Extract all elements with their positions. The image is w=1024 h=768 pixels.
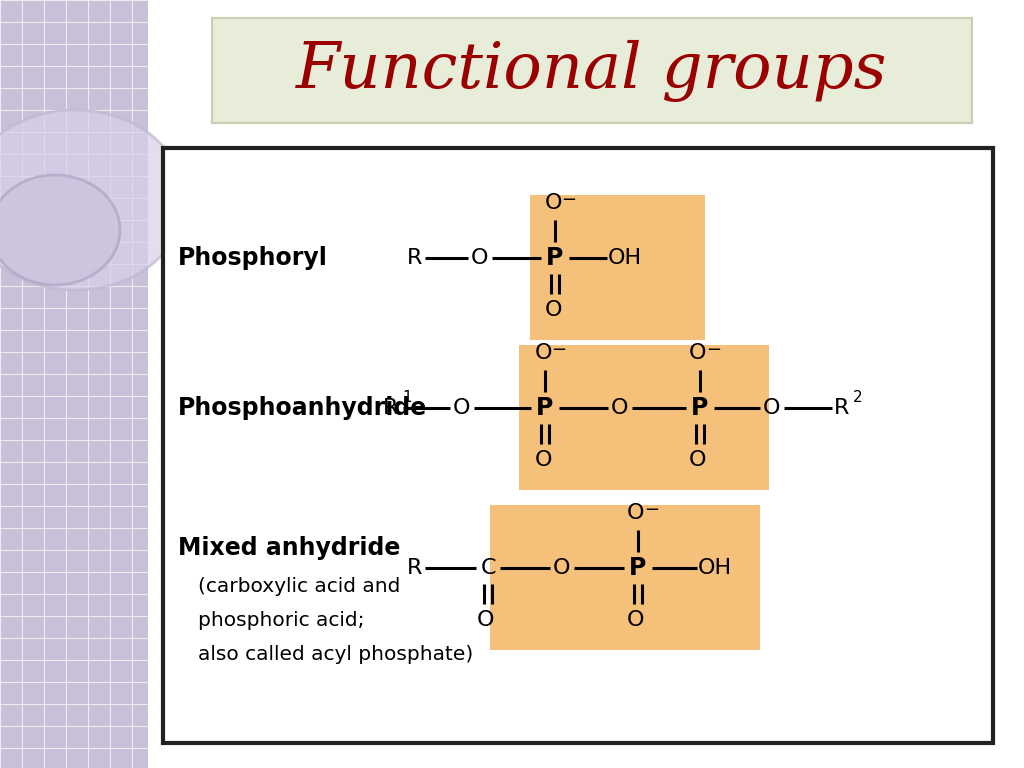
Text: R: R [383,398,398,418]
Text: Phosphoryl: Phosphoryl [178,246,328,270]
Text: Mixed anhydride: Mixed anhydride [178,536,400,560]
Text: Functional groups: Functional groups [296,39,888,101]
Text: O: O [544,193,562,213]
Text: O: O [544,300,562,320]
Text: −: − [552,341,566,359]
Text: −: − [644,501,659,519]
Bar [490,505,760,650]
Text: P: P [630,556,647,580]
Text: 2: 2 [853,390,863,406]
Text: O: O [611,398,629,418]
Text: 1: 1 [402,390,412,406]
Text: C: C [480,558,496,578]
Text: Phosphoanhydride: Phosphoanhydride [178,396,427,420]
Bar [519,345,769,490]
Text: O: O [763,398,780,418]
Text: O: O [553,558,570,578]
Bar [148,0,1024,768]
Text: O: O [471,248,488,268]
Text: P: P [547,246,563,270]
Text: O: O [454,398,471,418]
Text: O: O [689,343,707,363]
Text: O: O [477,610,495,630]
Text: also called acyl phosphate): also called acyl phosphate) [198,644,473,664]
Text: phosphoric acid;: phosphoric acid; [198,611,365,630]
Text: −: − [561,191,577,209]
Text: P: P [537,396,554,420]
Bar [163,148,993,743]
Text: O: O [689,450,707,470]
Text: OH: OH [608,248,642,268]
Text: O: O [628,503,645,523]
Text: O: O [535,450,552,470]
Ellipse shape [0,110,185,290]
Text: R: R [408,248,423,268]
Text: −: − [707,341,722,359]
Text: O: O [535,343,552,363]
Bar [530,195,705,340]
Bar [0,0,148,768]
Text: OH: OH [698,558,732,578]
Text: R: R [408,558,423,578]
Text: O: O [628,610,645,630]
Ellipse shape [0,175,120,285]
Text: R: R [835,398,850,418]
FancyBboxPatch shape [212,18,972,123]
Text: P: P [691,396,709,420]
Text: (carboxylic acid and: (carboxylic acid and [198,577,400,595]
